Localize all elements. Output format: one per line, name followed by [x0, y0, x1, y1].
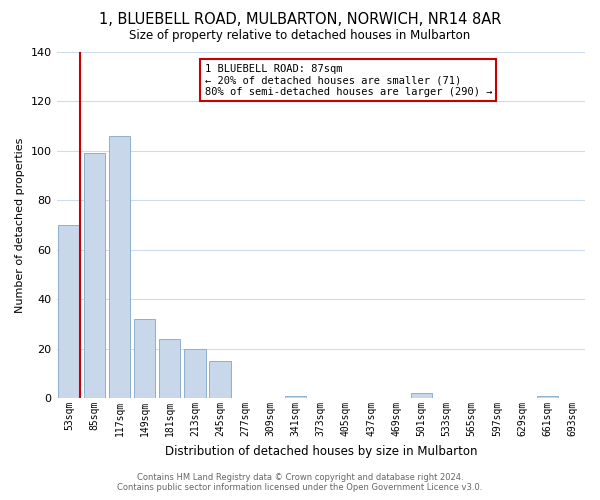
Text: Contains HM Land Registry data © Crown copyright and database right 2024.
Contai: Contains HM Land Registry data © Crown c…	[118, 473, 482, 492]
Bar	[209, 361, 231, 398]
Bar	[536, 396, 558, 398]
Bar	[58, 225, 80, 398]
Text: Size of property relative to detached houses in Mulbarton: Size of property relative to detached ho…	[130, 29, 470, 42]
Text: 1, BLUEBELL ROAD, MULBARTON, NORWICH, NR14 8AR: 1, BLUEBELL ROAD, MULBARTON, NORWICH, NR…	[99, 12, 501, 28]
Bar	[159, 338, 181, 398]
Text: 1 BLUEBELL ROAD: 87sqm
← 20% of detached houses are smaller (71)
80% of semi-det: 1 BLUEBELL ROAD: 87sqm ← 20% of detached…	[205, 64, 492, 97]
Bar	[184, 348, 206, 398]
Bar	[411, 393, 432, 398]
Bar	[83, 153, 105, 398]
Bar	[134, 319, 155, 398]
Y-axis label: Number of detached properties: Number of detached properties	[15, 137, 25, 312]
Bar	[285, 396, 307, 398]
Bar	[109, 136, 130, 398]
X-axis label: Distribution of detached houses by size in Mulbarton: Distribution of detached houses by size …	[164, 444, 477, 458]
